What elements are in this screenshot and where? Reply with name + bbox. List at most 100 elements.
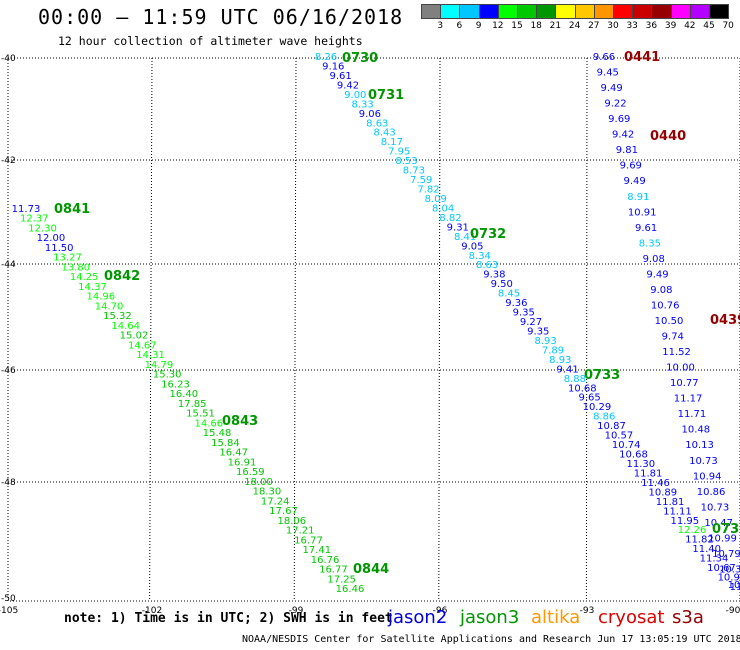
- legend-label: 70: [722, 21, 734, 31]
- swh-value: 9.16: [322, 62, 344, 73]
- swh-value: 8.93: [549, 355, 571, 366]
- legend-label: 33: [626, 21, 638, 31]
- legend-label: 27: [588, 21, 600, 31]
- swh-value: 17.85: [178, 399, 207, 410]
- swh-value: 15.32: [103, 311, 132, 322]
- track-0841: 11.7312.3712.3012.0011.5013.2713.8014.25…: [12, 204, 365, 595]
- legend-label: 3: [437, 21, 444, 31]
- legend-label: 15: [511, 21, 523, 31]
- swh-value: 16.23: [161, 379, 190, 390]
- swh-value: 10.50: [655, 316, 684, 327]
- swh-value: 9.06: [359, 109, 381, 120]
- track-time-label: 0439: [710, 313, 740, 328]
- swh-value: 8.43: [373, 128, 395, 139]
- swh-value: 15.48: [203, 428, 232, 439]
- latitude-label: -46: [1, 366, 16, 376]
- swh-value: 9.05: [461, 241, 483, 252]
- swh-value: 16.76: [311, 555, 340, 566]
- swh-value: 14.96: [86, 292, 115, 303]
- swh-value: 15.84: [211, 438, 240, 449]
- swh-value: 11: [730, 582, 740, 593]
- swh-value: 10.73: [701, 502, 730, 513]
- swh-value: 11.11: [663, 506, 692, 517]
- swh-value: 10.74: [612, 440, 641, 451]
- swh-value: 9.50: [491, 279, 513, 290]
- swh-value: 8.91: [627, 192, 649, 203]
- swh-value: 9.00: [344, 90, 366, 101]
- legend-label: 18: [530, 21, 542, 31]
- swh-value: 8.63: [366, 118, 388, 129]
- legend-label: 12: [492, 21, 504, 31]
- swh-value: 16.40: [169, 389, 198, 400]
- swh-value: 17.67: [269, 506, 298, 517]
- swh-value: 10.91: [628, 207, 657, 218]
- swh-value: 9.81: [616, 145, 638, 156]
- track-time-label: 0441: [624, 50, 660, 65]
- latitude-label: -40: [1, 54, 16, 64]
- swh-value: 9.41: [556, 364, 578, 375]
- swh-value: 12.26: [678, 525, 707, 536]
- footer-note: note: 1) Time is in UTC; 2) SWH is in fe…: [64, 611, 393, 626]
- legend-label: 36: [645, 21, 658, 31]
- swh-value: 11.52: [662, 347, 691, 358]
- swh-value: 8.73: [403, 166, 425, 177]
- legend-label: 39: [664, 21, 677, 31]
- swh-value: 10.57: [605, 431, 634, 442]
- track-time-label: 0841: [54, 202, 90, 217]
- swh-value: 14.70: [95, 301, 124, 312]
- longitude-label: -105: [0, 606, 18, 616]
- swh-value: 12.00: [37, 233, 66, 244]
- swh-value: 9.49: [646, 269, 668, 280]
- footer-credit: NOAA/NESDIS Center for Satellite Applica…: [242, 634, 740, 645]
- swh-value: 9.61: [329, 71, 351, 82]
- swh-value: 10.87: [597, 421, 626, 432]
- swh-value: 16.77: [319, 565, 348, 576]
- swh-value: 9.42: [337, 80, 359, 91]
- swh-value: 15.51: [186, 409, 215, 420]
- track-0730: 8.269.169.619.429.008.339.068.638.438.17…: [315, 52, 740, 593]
- swh-value: 11.34: [700, 554, 729, 565]
- track-time-label: 0844: [353, 562, 389, 577]
- map-subtitle: 12 hour collection of altimeter wave hei…: [58, 34, 363, 48]
- swh-value: 7.89: [542, 345, 564, 356]
- swh-value: 16.59: [236, 467, 265, 478]
- legend-label: 24: [568, 21, 581, 31]
- legend-label: 9: [475, 21, 482, 31]
- swh-value: 10.29: [583, 402, 612, 413]
- longitude-line: [293, 57, 297, 602]
- swh-value: 11.40: [692, 544, 721, 555]
- longitude-label: -90: [726, 606, 740, 616]
- swh-value: 18.30: [253, 487, 282, 498]
- altimeter-tracks: 8.269.169.619.429.008.339.068.638.438.17…: [12, 52, 740, 595]
- swh-value: 16.91: [228, 457, 257, 468]
- swh-value: 10.77: [670, 378, 699, 389]
- swh-value: 9.69: [608, 114, 630, 125]
- swh-value: 11.95: [670, 516, 699, 527]
- swh-value: 10.94: [693, 471, 722, 482]
- swh-value: 8.93: [534, 336, 556, 347]
- swh-value: 8.88: [564, 374, 586, 385]
- track-time-label: 0732: [470, 227, 506, 242]
- swh-value: 8.26: [315, 52, 337, 63]
- swh-value: 12.37: [20, 214, 49, 225]
- swh-value: 9.66: [593, 52, 615, 63]
- swh-value: 12.30: [28, 224, 57, 235]
- swh-value: 10.68: [568, 383, 597, 394]
- longitude-label: -96: [433, 606, 448, 616]
- latitude-label: -42: [1, 156, 16, 166]
- satellite-jason2: jason2: [388, 607, 448, 628]
- legend-swatch: [709, 4, 730, 19]
- swh-value: 18.00: [244, 477, 273, 488]
- swh-value: 10.76: [651, 301, 680, 312]
- swh-value: 10.47: [704, 518, 733, 529]
- map-frame: [7, 57, 740, 602]
- longitude-line: [438, 57, 441, 602]
- track-0441: 9.66 9.45 9.49 9.22 9.69 9.42 9.81 9.69 9.49 8.91…: [593, 52, 740, 591]
- swh-value: 9.49: [600, 83, 622, 94]
- swh-value: 14.64: [111, 321, 140, 332]
- swh-value: 10.68: [619, 450, 648, 461]
- graticule: [8, 57, 740, 602]
- legend-label: 30: [607, 21, 619, 31]
- axis-labels: -40 -42 -44 -46 -48 -50 -105 -102 -99 -96 -93 -90: [0, 54, 740, 616]
- swh-value: 11.71: [678, 409, 707, 420]
